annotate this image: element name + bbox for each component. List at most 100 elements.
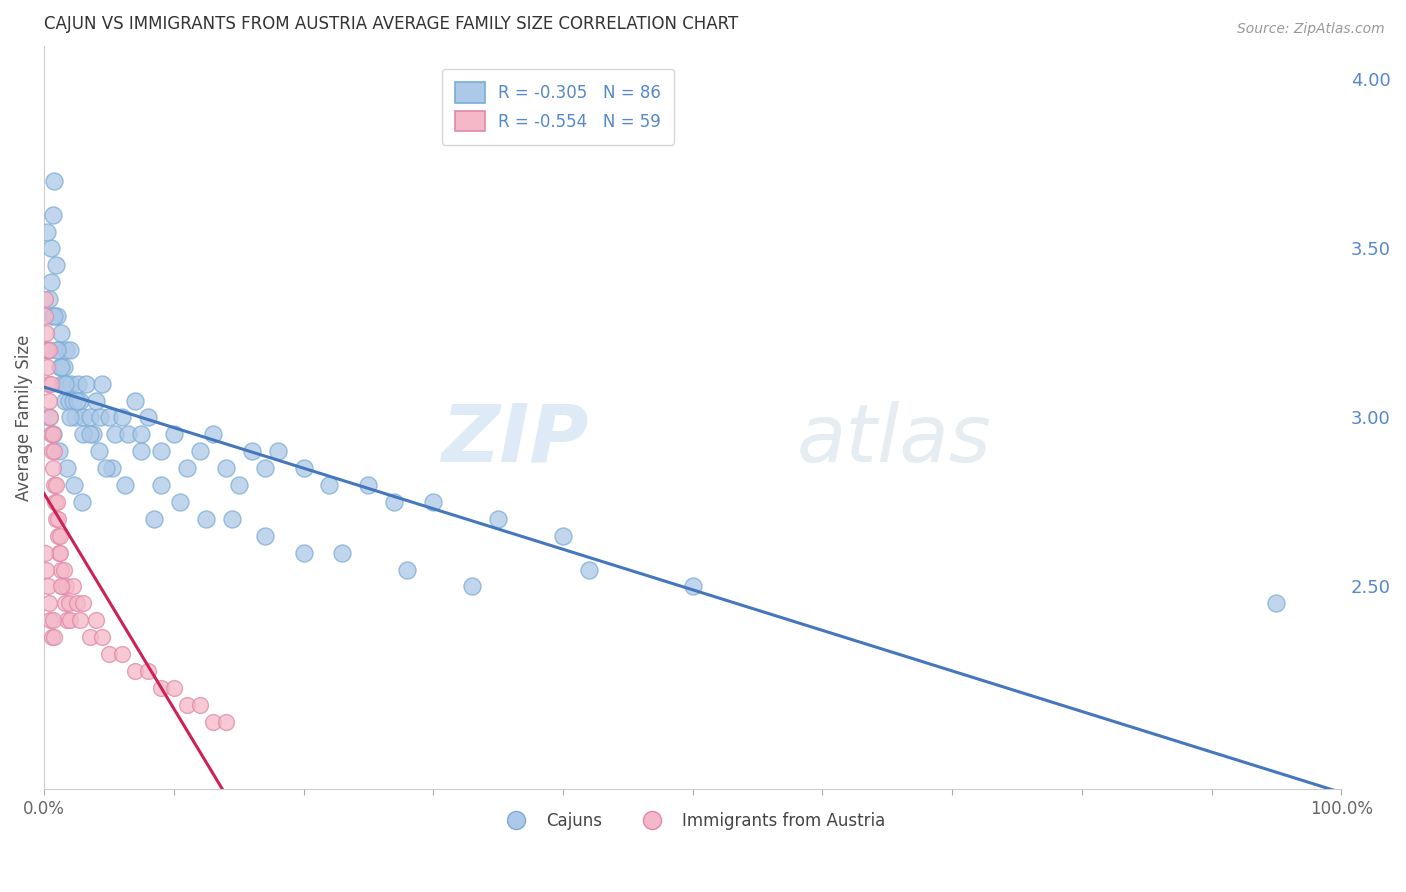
Point <box>100 461 122 475</box>
Point <box>228 478 250 492</box>
Point <box>1265 596 1288 610</box>
Point <box>396 562 419 576</box>
Point <box>266 444 288 458</box>
Point <box>682 579 704 593</box>
Point <box>131 427 153 442</box>
Point <box>201 714 224 729</box>
Point <box>136 410 159 425</box>
Point <box>111 410 134 425</box>
Point <box>79 630 101 644</box>
Point <box>131 444 153 458</box>
Point <box>486 512 509 526</box>
Point <box>111 647 134 661</box>
Point <box>46 343 69 357</box>
Point <box>37 343 59 357</box>
Point <box>41 444 63 458</box>
Point <box>461 579 484 593</box>
Point <box>124 393 146 408</box>
Point <box>65 596 87 610</box>
Point <box>35 225 58 239</box>
Point <box>34 309 56 323</box>
Point <box>253 529 276 543</box>
Point <box>169 495 191 509</box>
Point <box>38 596 60 610</box>
Point <box>53 376 76 391</box>
Point <box>149 444 172 458</box>
Point <box>35 326 58 340</box>
Point <box>38 410 60 425</box>
Point <box>215 714 238 729</box>
Point <box>65 410 87 425</box>
Point <box>48 512 70 526</box>
Point <box>56 613 79 627</box>
Point <box>84 613 107 627</box>
Point <box>79 410 101 425</box>
Point <box>39 376 62 391</box>
Point <box>56 461 79 475</box>
Point <box>69 613 91 627</box>
Point <box>382 495 405 509</box>
Text: ZIP: ZIP <box>441 401 589 479</box>
Point <box>551 529 574 543</box>
Point <box>292 461 315 475</box>
Point <box>357 478 380 492</box>
Point <box>79 427 101 442</box>
Point <box>55 343 77 357</box>
Point <box>46 309 69 323</box>
Point <box>55 579 77 593</box>
Point <box>35 562 58 576</box>
Point <box>42 444 65 458</box>
Point <box>41 427 63 442</box>
Point <box>39 613 62 627</box>
Point <box>46 495 69 509</box>
Legend: Cajuns, Immigrants from Austria: Cajuns, Immigrants from Austria <box>494 805 893 837</box>
Point <box>45 258 67 272</box>
Point <box>176 698 198 712</box>
Point <box>48 529 70 543</box>
Point <box>98 410 121 425</box>
Point <box>188 444 211 458</box>
Text: Source: ZipAtlas.com: Source: ZipAtlas.com <box>1237 22 1385 37</box>
Point <box>52 359 75 374</box>
Point <box>163 681 186 695</box>
Point <box>195 512 218 526</box>
Point <box>53 596 76 610</box>
Point <box>578 562 600 576</box>
Point <box>60 376 83 391</box>
Point <box>56 376 79 391</box>
Text: atlas: atlas <box>796 401 991 479</box>
Point <box>332 546 354 560</box>
Point <box>39 427 62 442</box>
Point <box>72 596 94 610</box>
Point <box>39 410 62 425</box>
Point <box>59 410 82 425</box>
Point <box>35 343 58 357</box>
Point <box>72 410 94 425</box>
Point <box>91 376 114 391</box>
Point <box>48 343 70 357</box>
Point <box>87 444 110 458</box>
Point <box>34 546 56 560</box>
Point <box>49 562 72 576</box>
Y-axis label: Average Family Size: Average Family Size <box>15 334 32 500</box>
Point <box>52 562 75 576</box>
Point <box>58 393 80 408</box>
Point <box>42 461 65 475</box>
Point <box>163 427 186 442</box>
Point <box>59 343 82 357</box>
Point <box>49 546 72 560</box>
Point <box>82 427 104 442</box>
Point <box>98 647 121 661</box>
Point <box>59 613 82 627</box>
Point <box>38 292 60 306</box>
Point <box>42 208 65 222</box>
Point <box>45 512 67 526</box>
Point <box>221 512 243 526</box>
Point <box>49 579 72 593</box>
Point <box>65 393 87 408</box>
Point <box>49 359 72 374</box>
Point <box>44 495 66 509</box>
Point <box>48 546 70 560</box>
Text: CAJUN VS IMMIGRANTS FROM AUSTRIA AVERAGE FAMILY SIZE CORRELATION CHART: CAJUN VS IMMIGRANTS FROM AUSTRIA AVERAGE… <box>44 15 738 33</box>
Point <box>48 359 70 374</box>
